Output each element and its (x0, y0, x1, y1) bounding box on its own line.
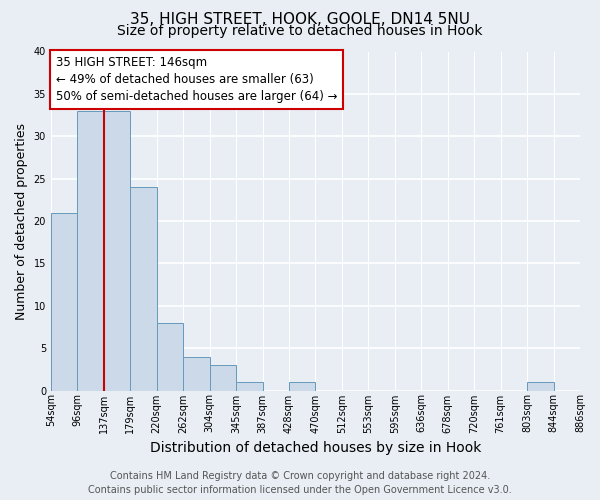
Bar (289, 382, 316, 390)
Bar (104, 111, 130, 390)
Bar (157, 322, 183, 390)
Text: Contains HM Land Registry data © Crown copyright and database right 2024.
Contai: Contains HM Land Registry data © Crown c… (88, 471, 512, 495)
X-axis label: Distribution of detached houses by size in Hook: Distribution of detached houses by size … (150, 441, 481, 455)
Bar (183, 356, 209, 390)
Y-axis label: Number of detached properties: Number of detached properties (15, 122, 28, 320)
Bar (527, 382, 554, 390)
Text: 35 HIGH STREET: 146sqm
← 49% of detached houses are smaller (63)
50% of semi-det: 35 HIGH STREET: 146sqm ← 49% of detached… (56, 56, 337, 102)
Text: 35, HIGH STREET, HOOK, GOOLE, DN14 5NU: 35, HIGH STREET, HOOK, GOOLE, DN14 5NU (130, 12, 470, 28)
Bar (209, 365, 236, 390)
Bar (130, 187, 157, 390)
Bar (77, 111, 104, 390)
Bar (236, 382, 263, 390)
Bar (51, 212, 77, 390)
Text: Size of property relative to detached houses in Hook: Size of property relative to detached ho… (117, 24, 483, 38)
